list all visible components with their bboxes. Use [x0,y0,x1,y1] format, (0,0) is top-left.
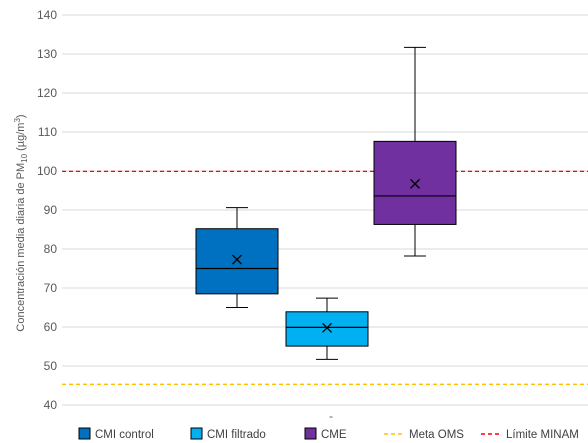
legend-label-limite-minam: Límite MINAM [506,429,579,441]
box-group-1 [285,297,369,360]
mean-marker-b-2 [410,178,420,189]
legend-label-cmi-control: CMI control [95,429,154,441]
y-axis-label-subscript: 10 [20,153,29,162]
y-tick-label-40: 40 [44,398,58,412]
legend-swatch-cme [304,427,317,440]
y-tick-label-60: 60 [44,320,58,334]
legend-swatch-cmi-filtrado [190,427,203,440]
legend-label-cmi-filtrado: CMI filtrado [207,429,266,441]
legend: CMI control CMI filtrado CME Meta OMS Lí… [78,427,579,441]
box-2 [373,140,457,225]
y-axis-label-units-sup: 3 [13,118,22,123]
legend-label-cme: CME [321,429,347,441]
y-tick-label-70: 70 [44,281,58,295]
y-axis-label-prefix: Concentración media diaria de PM [15,163,27,332]
box-series [195,46,457,360]
y-tick-label-120: 120 [37,86,57,100]
y-tick-label-130: 130 [37,47,57,61]
y-axis-label-units-close: ) [15,114,27,118]
legend-swatch-cmi-control [78,427,91,440]
y-tick-label-80: 80 [44,242,58,256]
y-tick-label-140: 140 [37,8,57,22]
y-tick-label-90: 90 [44,203,58,217]
y-tick-label-110: 110 [38,125,57,139]
y-axis-ticks: 40 50 60 70 80 90 100 110 120 130 140 [37,8,57,412]
reference-lines [62,170,588,385]
box-1 [285,311,369,347]
y-axis-label: Concentración media diaria de PM10 (µg/m… [13,114,29,331]
box-0 [195,228,279,295]
legend-label-meta-oms: Meta OMS [409,429,464,441]
box-group-0 [195,207,279,308]
y-tick-label-50: 50 [44,359,58,373]
mean-marker-b-0 [232,254,242,265]
box-group-2 [373,46,457,257]
y-axis-label-units-open: (µg/m [15,123,27,154]
mean-marker-b-1 [322,322,332,333]
y-tick-label-100: 100 [37,164,57,178]
x-axis-tick-mark: - [329,409,333,423]
